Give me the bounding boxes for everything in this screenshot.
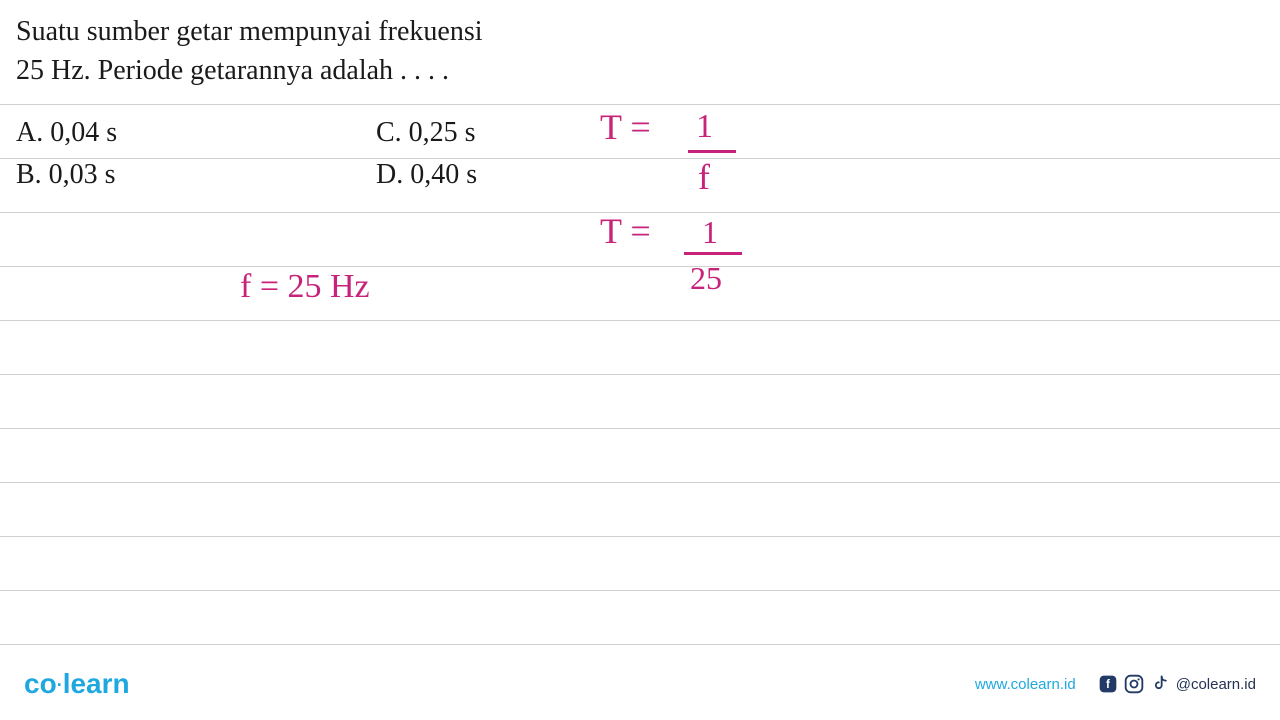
handwriting-t2-numerator: 1 (702, 214, 718, 251)
question-line2: 25 Hz. Periode getarannya adalah . . . . (16, 51, 483, 90)
handwriting-frequency: f = 25 Hz (240, 268, 370, 306)
tiktok-icon (1150, 674, 1170, 694)
footer-right: www.colearn.id f @colearn.id (975, 674, 1256, 694)
option-c: C. 0,25 s (376, 112, 556, 154)
social-links: f @colearn.id (1098, 674, 1256, 694)
handwriting-t2-denominator: 25 (690, 260, 722, 297)
question-text: Suatu sumber getar mempunyai frekuensi 2… (16, 12, 483, 90)
facebook-icon: f (1098, 674, 1118, 694)
logo-learn: learn (63, 668, 130, 699)
handwriting-t2-lhs: T = (600, 210, 651, 252)
website-url: www.colearn.id (975, 676, 1076, 693)
social-handle: @colearn.id (1176, 676, 1256, 693)
handwriting-t1-denominator: f (698, 156, 710, 198)
handwriting-t2-fraction-bar (684, 252, 742, 255)
question-line1: Suatu sumber getar mempunyai frekuensi (16, 12, 483, 51)
option-a: A. 0,04 s (16, 112, 196, 154)
handwriting-t1-numerator: 1 (696, 108, 713, 146)
handwriting-t1-fraction-bar (688, 150, 736, 153)
handwriting-t1-lhs: T = (600, 106, 651, 148)
logo-co: co (24, 668, 57, 699)
option-d: D. 0,40 s (376, 154, 556, 196)
instagram-icon (1124, 674, 1144, 694)
option-b: B. 0,03 s (16, 154, 196, 196)
svg-text:f: f (1106, 678, 1110, 691)
footer: co·learn www.colearn.id f @colearn.id (0, 668, 1280, 700)
answer-options: A. 0,04 s C. 0,25 s B. 0,03 s D. 0,40 s (16, 112, 556, 196)
logo: co·learn (24, 668, 130, 700)
